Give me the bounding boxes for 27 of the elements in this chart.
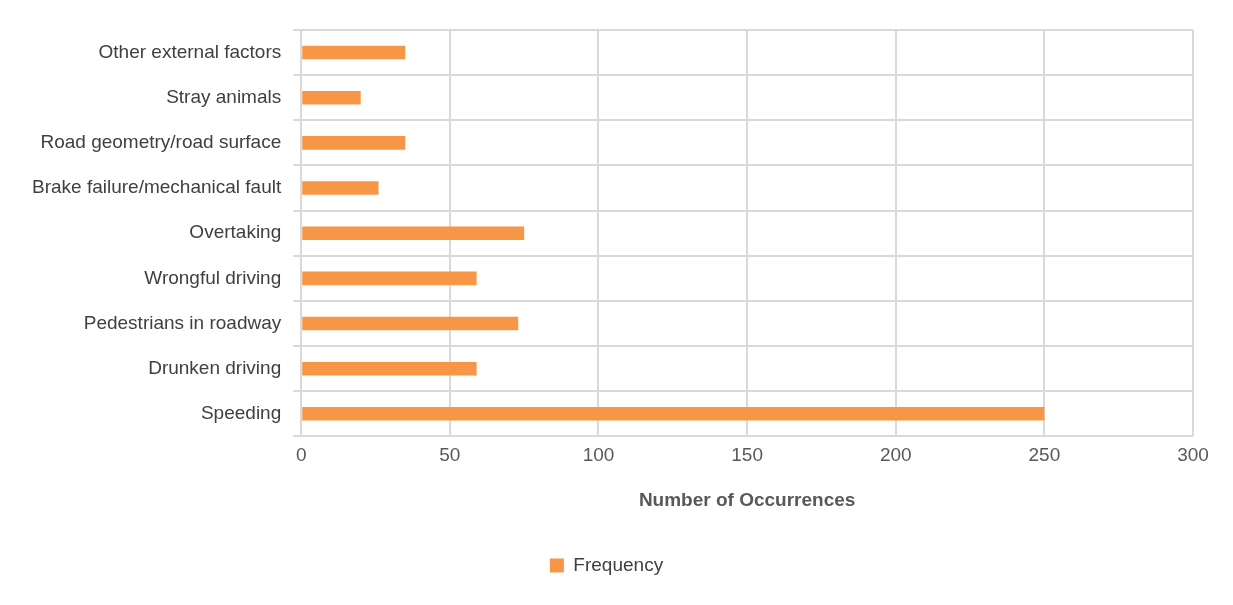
- y-tick-label: Wrongful driving: [144, 266, 282, 288]
- bar: [302, 226, 525, 240]
- bar: [302, 361, 477, 376]
- bar: [302, 181, 379, 195]
- x-tick-label: 150: [731, 444, 763, 466]
- y-tick-label: Overtaking: [189, 221, 282, 243]
- x-tick-label: 300: [1177, 444, 1209, 466]
- bar: [302, 45, 406, 60]
- bar: [302, 90, 361, 105]
- x-tick-label: 100: [582, 444, 615, 466]
- x-axis-title: Number of Occurrences: [638, 488, 856, 510]
- legend-label: Frequency: [573, 553, 664, 575]
- x-tick-label: 250: [1028, 444, 1061, 466]
- bar: [302, 136, 406, 150]
- bar: [302, 271, 477, 286]
- y-tick-label: Drunken driving: [148, 356, 282, 378]
- x-tick-label: 0: [295, 444, 307, 466]
- x-tick-label: 50: [439, 444, 461, 466]
- y-tick-label: Road geometry/road surface: [40, 131, 282, 153]
- y-tick-label: Stray animals: [166, 85, 282, 107]
- bar: [302, 407, 1045, 421]
- y-tick-label: Speeding: [200, 402, 282, 424]
- y-tick-label: Brake failure/mechanical fault: [31, 176, 282, 198]
- bar: [302, 316, 519, 331]
- x-tick-label: 200: [879, 444, 912, 466]
- y-tick-label: Other external factors: [98, 40, 282, 62]
- y-tick-label: Pedestrians in roadway: [83, 311, 282, 333]
